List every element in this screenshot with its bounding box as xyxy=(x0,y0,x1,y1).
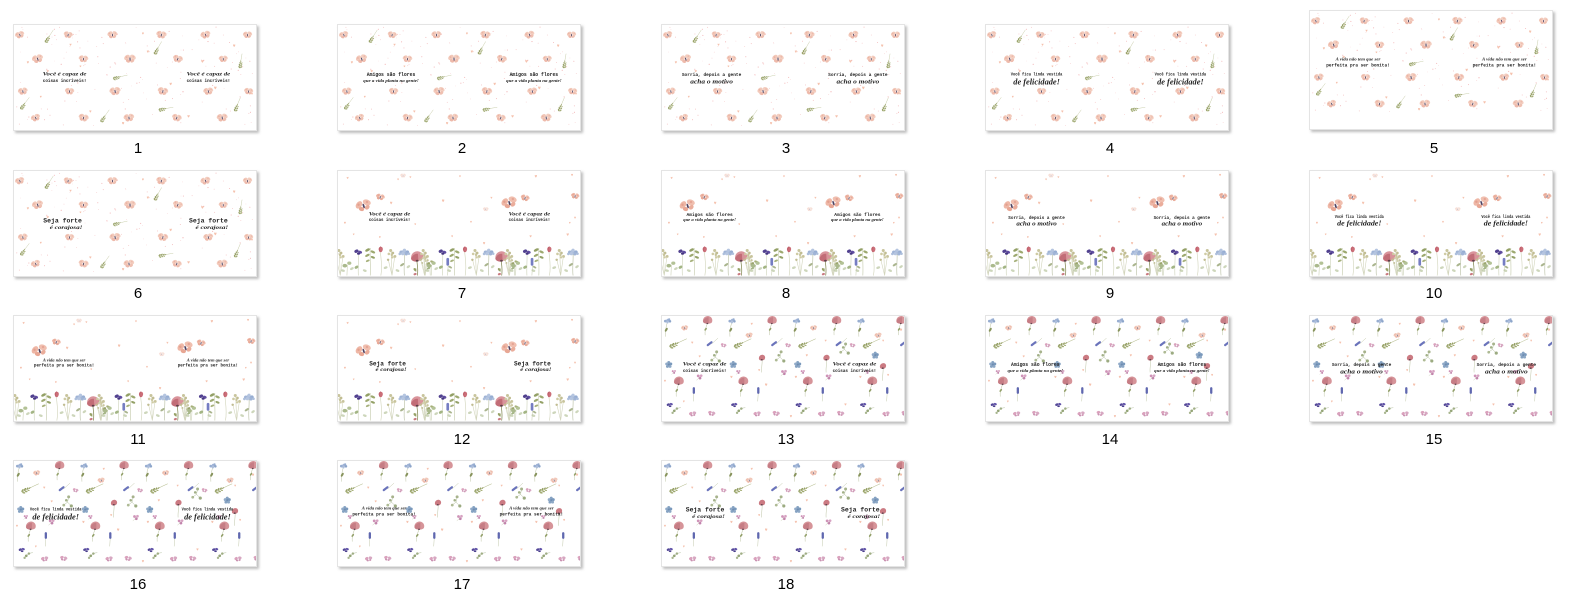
svg-text:A vida não tem que ser: A vida não tem que ser xyxy=(361,506,407,511)
svg-text:A vida não tem que ser: A vida não tem que ser xyxy=(508,506,554,511)
svg-text:Seja forte: Seja forte xyxy=(686,507,725,514)
svg-text:A vida não tem que ser: A vida não tem que ser xyxy=(1481,57,1527,62)
svg-text:Amigos são flores: Amigos são flores xyxy=(1011,362,1060,368)
svg-text:Seja forte: Seja forte xyxy=(189,217,228,224)
svg-text:acha o motivo: acha o motivo xyxy=(837,78,880,85)
svg-text:A vida não tem que ser: A vida não tem que ser xyxy=(42,357,86,362)
svg-text:Seja forte: Seja forte xyxy=(369,360,406,367)
svg-text:Amigos são flores: Amigos são flores xyxy=(687,211,733,217)
svg-text:perfeita pra ser bonita!: perfeita pra ser bonita! xyxy=(500,512,563,518)
svg-text:Você fica linda vestida: Você fica linda vestida xyxy=(182,507,234,513)
svg-text:perfeita pra ser bonita!: perfeita pra ser bonita! xyxy=(352,512,415,518)
svg-text:Sorria, depois a gente: Sorria, depois a gente xyxy=(1008,215,1065,221)
svg-text:Sorria, depois a gente: Sorria, depois a gente xyxy=(828,72,888,78)
svg-text:Você é capaz de: Você é capaz de xyxy=(683,361,727,367)
svg-text:que a vida planta na gente!: que a vida planta na gente! xyxy=(363,78,419,83)
svg-text:Seja forte: Seja forte xyxy=(841,507,880,514)
svg-text:coisas incríveis!: coisas incríveis! xyxy=(833,368,877,374)
svg-text:é corajosa!: é corajosa! xyxy=(50,224,83,230)
svg-text:acha o motivo: acha o motivo xyxy=(1485,368,1528,375)
svg-text:coisas incríveis!: coisas incríveis! xyxy=(187,78,231,84)
svg-text:que a vida planta na gente!: que a vida planta na gente! xyxy=(683,216,736,221)
svg-text:Sorria, depois a gente: Sorria, depois a gente xyxy=(682,72,742,78)
svg-text:perfeita pra ser bonita!: perfeita pra ser bonita! xyxy=(34,362,94,368)
svg-text:coisas incríveis!: coisas incríveis! xyxy=(43,78,87,84)
svg-text:Seja forte: Seja forte xyxy=(43,217,82,224)
svg-text:de felicidade!: de felicidade! xyxy=(1013,77,1060,86)
svg-text:que a vida planta na gente!: que a vida planta na gente! xyxy=(506,78,562,83)
svg-text:perfeita pra ser bonita!: perfeita pra ser bonita! xyxy=(178,362,238,368)
svg-text:coisas incríveis!: coisas incríveis! xyxy=(369,216,410,222)
svg-text:Sorria, depois a gente: Sorria, depois a gente xyxy=(1332,362,1392,368)
svg-text:é corajosa!: é corajosa! xyxy=(692,514,725,520)
svg-text:Amigos são flores: Amigos são flores xyxy=(1158,362,1207,368)
svg-text:coisas incríveis!: coisas incríveis! xyxy=(509,216,550,222)
svg-text:Você é capaz de: Você é capaz de xyxy=(43,72,87,78)
svg-text:é corajosa!: é corajosa! xyxy=(847,514,880,520)
svg-text:é corajosa!: é corajosa! xyxy=(195,224,228,230)
svg-text:que a vida planta na gente!: que a vida planta na gente! xyxy=(1008,368,1064,373)
svg-text:que a vida planta na gente!: que a vida planta na gente! xyxy=(1154,368,1210,373)
svg-text:Você é capaz de: Você é capaz de xyxy=(369,211,411,217)
svg-text:Você fica linda vestida: Você fica linda vestida xyxy=(30,507,82,513)
svg-text:Amigos são flores: Amigos são flores xyxy=(510,72,559,78)
svg-text:é corajosa!: é corajosa! xyxy=(520,367,551,373)
svg-text:é corajosa!: é corajosa! xyxy=(376,367,407,373)
svg-text:que a vida planta na gente!: que a vida planta na gente! xyxy=(831,216,884,221)
svg-text:de felicidade!: de felicidade! xyxy=(1337,218,1381,227)
svg-text:Seja forte: Seja forte xyxy=(514,360,551,367)
svg-text:de felicidade!: de felicidade! xyxy=(1157,77,1204,86)
svg-text:de felicidade!: de felicidade! xyxy=(1484,218,1528,227)
svg-text:acha o motivo: acha o motivo xyxy=(690,78,733,85)
svg-text:Sorria, depois a gente: Sorria, depois a gente xyxy=(1477,362,1537,368)
svg-text:Você fica linda vestida: Você fica linda vestida xyxy=(1155,72,1207,78)
svg-text:de felicidade!: de felicidade! xyxy=(32,513,79,522)
svg-text:Você é capaz de: Você é capaz de xyxy=(833,361,877,367)
svg-text:perfeita pra ser bonita!: perfeita pra ser bonita! xyxy=(1326,62,1389,68)
svg-text:Você é capaz de: Você é capaz de xyxy=(509,211,551,217)
svg-text:Amigos são flores: Amigos são flores xyxy=(367,72,416,78)
svg-text:acha o motivo: acha o motivo xyxy=(1016,220,1057,227)
svg-text:de felicidade!: de felicidade! xyxy=(184,513,231,522)
svg-text:Você fica linda vestida: Você fica linda vestida xyxy=(1335,215,1384,220)
svg-text:Sorria, depois a gente: Sorria, depois a gente xyxy=(1154,215,1211,221)
svg-text:A vida não tem que ser: A vida não tem que ser xyxy=(1335,57,1381,62)
svg-text:Você é capaz de: Você é capaz de xyxy=(187,72,231,78)
svg-text:coisas incríveis!: coisas incríveis! xyxy=(683,368,727,374)
svg-text:Você fica linda vestida: Você fica linda vestida xyxy=(1481,215,1530,220)
svg-text:acha o motivo: acha o motivo xyxy=(1162,220,1203,227)
svg-text:Você fica linda vestida: Você fica linda vestida xyxy=(1011,72,1063,78)
svg-text:acha o motivo: acha o motivo xyxy=(1340,368,1383,375)
svg-text:perfeita pra ser bonita!: perfeita pra ser bonita! xyxy=(1473,62,1536,68)
svg-text:Amigos são flores: Amigos são flores xyxy=(834,211,880,217)
svg-text:A vida não tem que ser: A vida não tem que ser xyxy=(186,357,230,362)
